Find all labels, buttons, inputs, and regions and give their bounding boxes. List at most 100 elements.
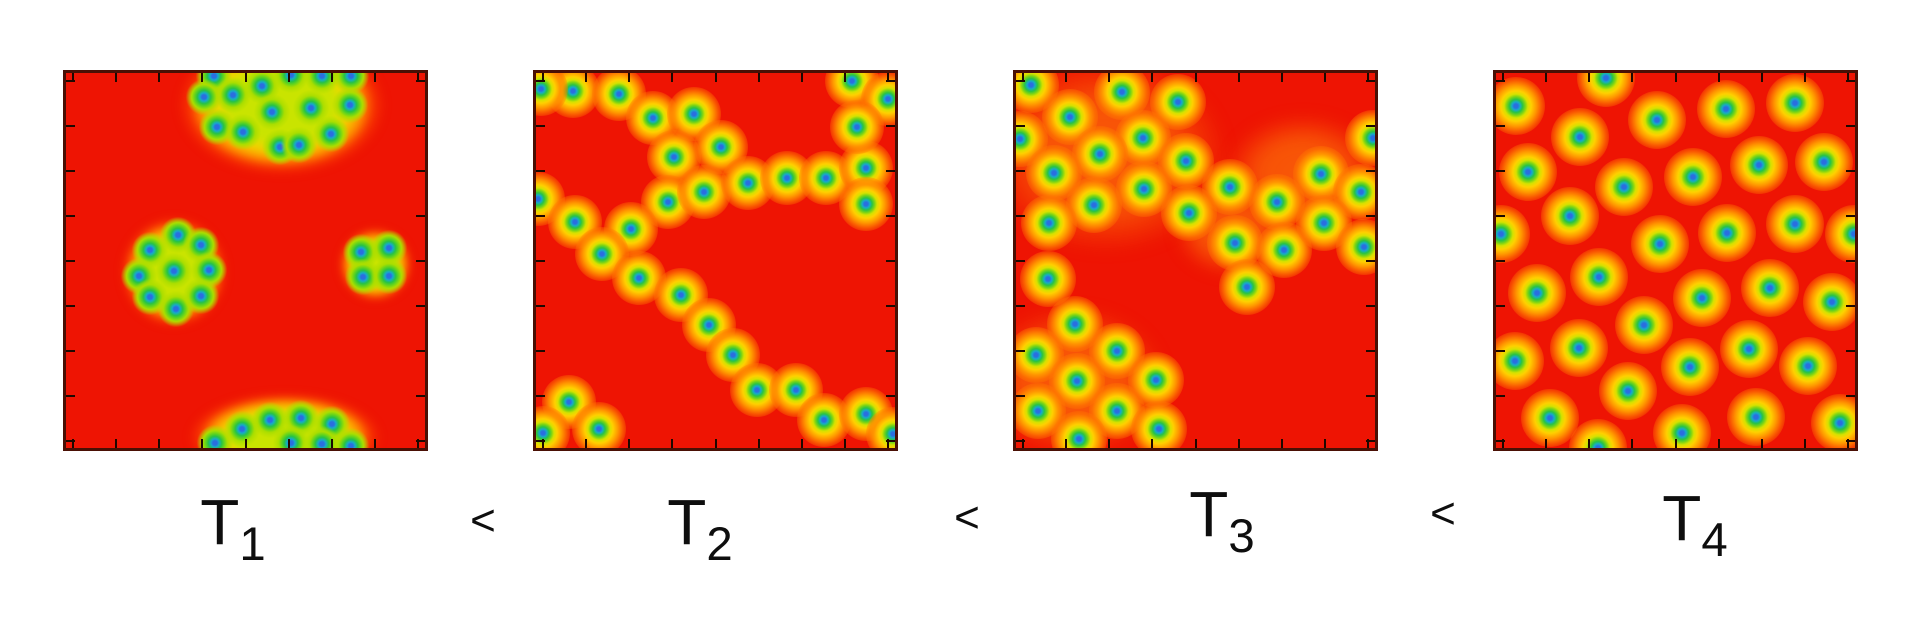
axis-tick [1846, 394, 1855, 397]
axis-tick [1323, 439, 1326, 448]
axis-tick [1323, 73, 1326, 82]
temperature-label-4: T4 [1662, 486, 1727, 564]
particle-dot [1803, 273, 1855, 332]
axis-tick [1588, 439, 1591, 448]
particle-dot [1549, 318, 1608, 377]
particle-dot [1496, 332, 1544, 390]
axis-tick [1366, 394, 1375, 397]
axis-tick [800, 439, 803, 448]
particle-dot [1719, 320, 1778, 379]
axis-tick [373, 73, 376, 82]
axis-tick [1022, 73, 1025, 82]
particle-dot [1498, 142, 1557, 201]
axis-tick [416, 214, 425, 217]
axis-tick [1366, 124, 1375, 127]
particle-dot [1508, 264, 1567, 323]
axis-tick [1760, 73, 1763, 82]
axis-tick [1846, 439, 1855, 442]
axis-tick [1280, 439, 1283, 448]
particle-dot [1729, 135, 1788, 194]
axis-tick [886, 73, 889, 82]
axis-tick [1016, 169, 1025, 172]
axis-tick [416, 349, 425, 352]
particle-dot [1660, 338, 1719, 396]
particle-dot [1614, 295, 1673, 354]
particle-dot [1673, 269, 1732, 327]
axis-tick [1366, 73, 1369, 82]
axis-tick [1674, 73, 1677, 82]
axis-tick [1674, 439, 1677, 448]
axis-tick [1151, 439, 1154, 448]
particle-dot [1698, 203, 1757, 262]
particle-dot [1741, 259, 1800, 318]
axis-tick [536, 349, 545, 352]
axis-tick [1496, 439, 1505, 442]
axis-tick [714, 439, 717, 448]
axis-tick [1545, 73, 1548, 82]
axis-tick [1016, 214, 1025, 217]
axis-tick [1065, 439, 1068, 448]
axis-tick [1065, 73, 1068, 82]
axis-tick [1108, 73, 1111, 82]
axis-tick [416, 394, 425, 397]
axis-tick [287, 73, 290, 82]
axis-tick [886, 259, 895, 262]
axis-tick [843, 439, 846, 448]
axis-tick [287, 439, 290, 448]
axis-tick [66, 259, 75, 262]
axis-tick [536, 259, 545, 262]
axis-tick [671, 73, 674, 82]
axis-tick [158, 439, 161, 448]
temperature-label-subscript: 2 [706, 518, 733, 572]
axis-tick [1631, 73, 1634, 82]
axis-tick [1366, 304, 1375, 307]
temperature-label-2: T2 [667, 490, 732, 568]
axis-tick [800, 73, 803, 82]
axis-tick [1496, 214, 1505, 217]
axis-tick [1717, 439, 1720, 448]
axis-tick [1846, 214, 1855, 217]
temperature-label-base: T [200, 486, 240, 558]
axis-tick [1496, 79, 1505, 82]
axis-tick [1496, 349, 1505, 352]
particle-dot [1778, 337, 1837, 396]
particle-dot [332, 427, 371, 448]
density-panel-t1 [63, 70, 428, 451]
axis-tick [1846, 79, 1855, 82]
axis-tick [416, 169, 425, 172]
axis-tick [1016, 439, 1025, 442]
particle-dot [1594, 157, 1653, 216]
particle-dot [331, 85, 370, 124]
axis-tick [886, 124, 895, 127]
axis-tick [244, 73, 247, 82]
axis-tick [1237, 439, 1240, 448]
axis-tick [66, 349, 75, 352]
axis-tick [1803, 439, 1806, 448]
particle-dot [1663, 147, 1722, 206]
axis-tick [1846, 124, 1855, 127]
axis-tick [886, 169, 895, 172]
axis-tick [1194, 439, 1197, 448]
axis-tick [886, 439, 895, 442]
axis-tick [536, 169, 545, 172]
axis-tick [1588, 73, 1591, 82]
axis-tick [330, 73, 333, 82]
axis-tick [1846, 349, 1855, 352]
temperature-label-3: T3 [1189, 482, 1254, 560]
temperature-label-1: T1 [200, 490, 265, 568]
axis-tick [1016, 394, 1025, 397]
particle-dot [1652, 404, 1711, 448]
axis-tick [66, 394, 75, 397]
temperature-label-base: T [1189, 478, 1229, 550]
axis-tick [1631, 439, 1634, 448]
axis-tick [66, 124, 75, 127]
axis-tick [1846, 439, 1849, 448]
axis-tick [585, 439, 588, 448]
axis-tick [1846, 259, 1855, 262]
axis-tick [536, 79, 545, 82]
axis-tick [1016, 304, 1025, 307]
axis-tick [886, 349, 895, 352]
particle-dot [1811, 394, 1855, 448]
axis-tick [373, 439, 376, 448]
particle-dot [572, 402, 627, 448]
